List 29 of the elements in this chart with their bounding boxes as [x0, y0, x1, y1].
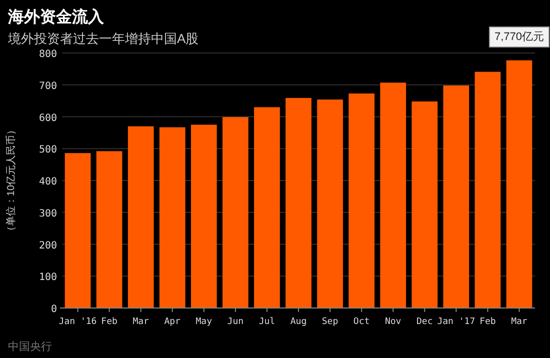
x-tick-label: Dec	[416, 317, 433, 327]
x-tick-label: Mar	[132, 317, 150, 327]
y-tick-label: 800	[38, 49, 57, 60]
x-tick-label: Jan '17	[437, 317, 476, 327]
x-tick-label: Mar	[511, 317, 528, 327]
x-tick-label: Feb	[101, 317, 118, 327]
x-tick-label: Nov	[384, 317, 402, 327]
title: 海外资金流入	[8, 9, 104, 26]
text: 7,770亿元	[494, 31, 544, 43]
x-tick-label: Oct	[353, 317, 370, 327]
x-tick-label: Apr	[164, 317, 182, 327]
text: 中国央行	[8, 340, 52, 353]
x-tick-label: Feb	[480, 317, 496, 327]
y-tick-label: 600	[38, 112, 57, 124]
x-tick-label: Jul	[258, 317, 276, 327]
x-tick-label: Sep	[322, 317, 338, 327]
x-tick-label: Jan '16	[58, 317, 97, 327]
y-tick-label: 300	[38, 208, 57, 220]
y-tick-label: 400	[38, 176, 57, 188]
x-tick-label: Aug	[290, 317, 307, 327]
y-tick-label: 100	[38, 272, 57, 284]
subtitle: 境外投资者过去一年增持中国A股	[8, 31, 199, 46]
y-tick-label: 0	[50, 304, 57, 315]
y-axis-title: （单位：10亿元人民币）	[5, 124, 17, 236]
y-tick-label: 500	[38, 144, 57, 156]
y-tick-label: 700	[38, 80, 57, 92]
x-tick-label: Jun	[227, 317, 244, 327]
x-tick-label: May	[196, 317, 213, 327]
y-tick-label: 200	[38, 240, 57, 252]
